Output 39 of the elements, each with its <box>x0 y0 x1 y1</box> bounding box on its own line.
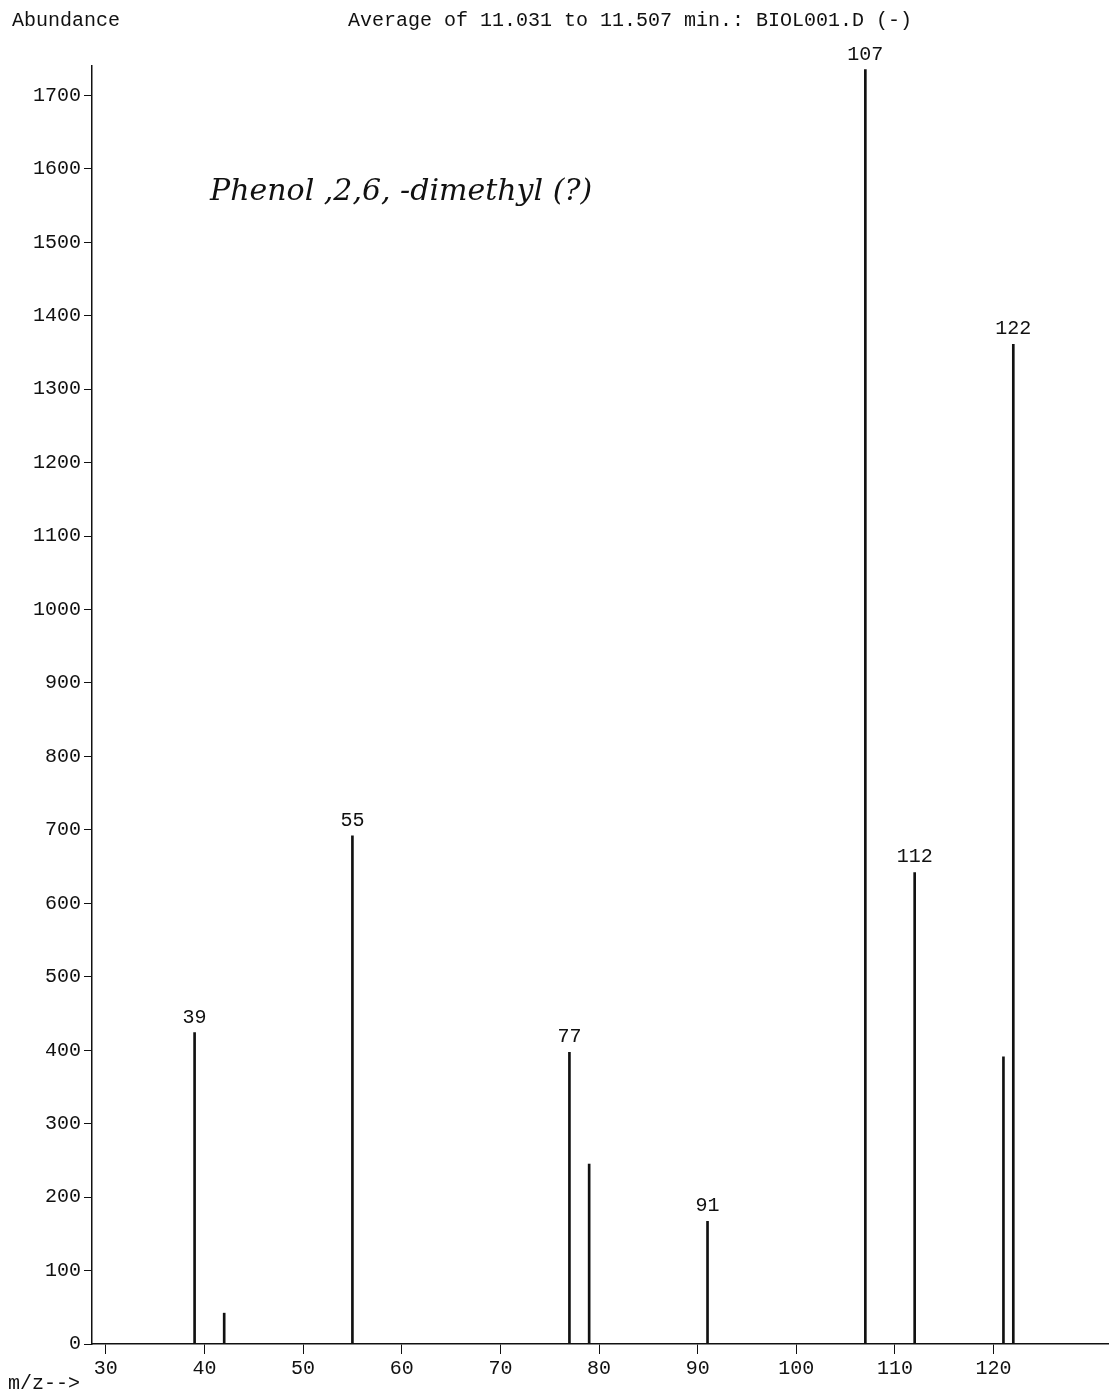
y-tick-label: 200 <box>44 1185 82 1209</box>
y-tick-label: 300 <box>44 1111 82 1135</box>
y-tick-label: 500 <box>44 965 82 989</box>
y-tick-label: 800 <box>44 744 82 768</box>
y-tick-label: 1300 <box>32 377 82 401</box>
x-tick-label: 110 <box>876 1357 913 1381</box>
y-tick-label: 1500 <box>32 230 82 254</box>
x-tick-label: 80 <box>587 1357 612 1381</box>
y-tick-label: 1100 <box>32 524 82 548</box>
y-tick-label: 1600 <box>32 157 82 181</box>
y-tick-label: 0 <box>68 1332 82 1356</box>
x-tick-label: 100 <box>778 1357 815 1381</box>
y-tick-label: 600 <box>44 891 82 915</box>
x-tick-label: 30 <box>93 1357 118 1381</box>
x-tick-label: 70 <box>488 1357 513 1381</box>
annotation: 55 <box>340 808 365 832</box>
annotation: 112 <box>896 845 933 869</box>
annotation: 91 <box>695 1194 720 1218</box>
chart-title: Average of 11.031 to 11.507 min.: BIOL001.D (-) <box>347 9 913 32</box>
x-tick-label: 50 <box>291 1357 316 1381</box>
y-tick-label: 700 <box>44 818 82 842</box>
annotation: Phenol ,2,6, -dimethyl (?) <box>209 172 593 207</box>
y-tick-label: 100 <box>44 1258 82 1282</box>
annotation: 107 <box>847 42 884 66</box>
y-tick-label: 900 <box>44 671 82 695</box>
y-tick-label: 1200 <box>32 450 82 474</box>
x-axis-title: m/z--> <box>8 1372 81 1394</box>
annotation: 39 <box>182 1005 207 1029</box>
annotation: 122 <box>995 317 1032 341</box>
x-tick-label: 90 <box>685 1357 710 1381</box>
y-tick-label: 1700 <box>32 83 82 107</box>
y-tick-label: 1400 <box>32 304 82 328</box>
x-tick-label: 120 <box>975 1357 1012 1381</box>
x-tick-label: 40 <box>192 1357 217 1381</box>
y-tick-label: 1000 <box>32 597 82 621</box>
annotation: 77 <box>557 1025 582 1049</box>
y-tick-label: 400 <box>44 1038 82 1062</box>
x-tick-label: 60 <box>389 1357 414 1381</box>
y-axis-title: Abundance <box>12 9 121 32</box>
